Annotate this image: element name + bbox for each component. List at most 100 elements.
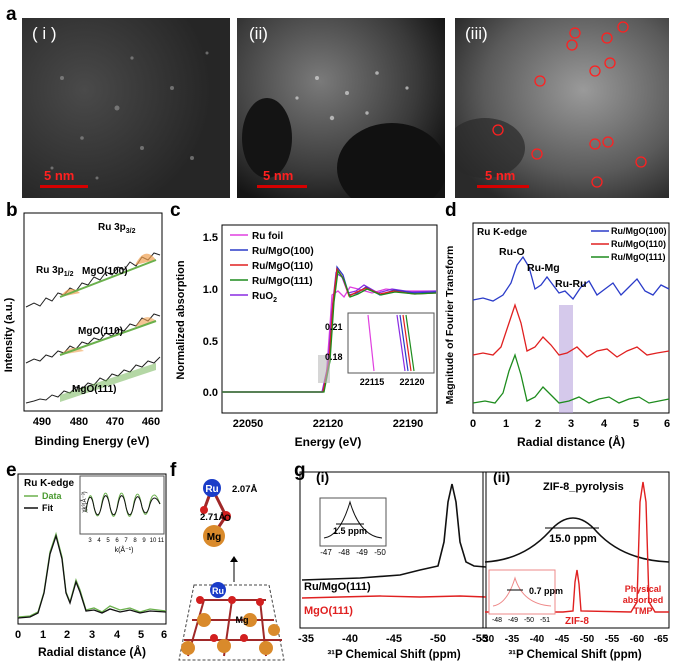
stem-texture-i	[50, 51, 209, 180]
panel-c-xtick: 22120	[313, 418, 344, 430]
inset-g-i-xtick: -47	[320, 548, 332, 557]
atom-label-mg: Mg	[207, 532, 221, 543]
inset-g-i-width: 1.5 ppm	[333, 526, 367, 536]
panel-d-title: Ru K-edge	[477, 227, 527, 238]
scale-bar-ii	[257, 185, 307, 188]
inset-e-xtick: 11	[158, 538, 165, 544]
panel-b-xps: Intensity (a.u.) Ru 3p3/2 Ru 3p1/2 MgO(1…	[3, 212, 163, 448]
panel-g-ii-xtick: -45	[555, 634, 570, 645]
panel-g-ii-xtick: -60	[630, 634, 645, 645]
panel-g-i-label: (i)	[316, 469, 329, 485]
panel-e-xlabel: Radial distance (Å)	[38, 644, 146, 659]
legend-d-111: Ru/MgO(111)	[611, 252, 666, 262]
trace-label-mgo111-red: MgO(111)	[304, 605, 353, 617]
panel-e-xtick: 0	[15, 629, 21, 641]
panel-f-model: Ru O Mg 2.07Å 2.71Å Ru Mg	[178, 479, 285, 661]
panel-c-ylabel: Normalized absorption	[175, 260, 187, 379]
panel-g-ii-xtick: -40	[530, 634, 545, 645]
panel-b-xlabel: Binding Energy (eV)	[35, 434, 150, 448]
panel-label-e: e	[6, 460, 17, 481]
stem-image-ii: (ii) 5 nm	[237, 18, 445, 198]
atom-o-top	[221, 511, 231, 521]
scale-bar-iii	[477, 185, 529, 188]
inset-e-xtick: 7	[124, 538, 128, 544]
inset-g-i-xtick: -48	[338, 548, 350, 557]
label-zif8: ZIF-8	[565, 616, 589, 627]
panel-c-xtick: 22190	[393, 418, 424, 430]
inset-g-ii-width: 0.7 ppm	[529, 586, 563, 596]
panel-g-ii-xtick: -55	[605, 634, 620, 645]
atom-label-ru-lattice: Ru	[212, 586, 224, 596]
label-absorbed: absorbed	[623, 595, 664, 605]
panel-label-d: d	[445, 200, 457, 221]
stem-red-circles	[455, 21, 647, 188]
inset-c-xtick: 22120	[399, 377, 424, 387]
peak-label-3p32: Ru 3p3/2	[98, 222, 136, 235]
panel-d-xlabel: Radial distance (Å)	[517, 434, 625, 449]
panel-e-title: Ru K-edge	[24, 478, 74, 489]
inset-e-xtick: 5	[106, 538, 110, 544]
inset-c-ytick: 0.18	[325, 352, 343, 362]
atom-label-mg-lattice: Mg	[236, 615, 249, 625]
inset-e-xtick: 3	[88, 538, 92, 544]
panel-d-xtick: 0	[470, 418, 476, 430]
panel-b-xtick: 490	[33, 416, 51, 428]
legend-e-data: Data	[42, 491, 63, 501]
stem-image-iii: (iii) 5 nm	[455, 18, 669, 198]
panel-g-i-xtick: -40	[342, 633, 358, 645]
legend-ru-foil: Ru foil	[252, 231, 283, 242]
atom-label-ru: Ru	[205, 484, 218, 495]
panel-g-ii-xtick: -35	[505, 634, 520, 645]
panel-e-fit: Ru K-edge Data Fit χk³(Å⁻³) 3 4 5 6 7 8 …	[15, 473, 167, 659]
inset-e-xlabel: k(Å⁻¹)	[115, 545, 134, 554]
stem-label-i: ( i )	[32, 24, 57, 43]
legend-ru-mgo111: Ru/MgO(111)	[252, 276, 313, 287]
inset-e-ylabel: χk³(Å⁻³)	[81, 491, 88, 512]
trace-label-mgo100: MgO(100)	[82, 266, 128, 277]
panel-d-xtick: 1	[503, 418, 509, 430]
legend-e-fit: Fit	[42, 503, 53, 513]
panel-e-xtick: 4	[114, 629, 121, 641]
scale-bar-i	[40, 185, 88, 188]
panel-d-xtick: 5	[633, 418, 639, 430]
panel-g-i-xtick: -55	[472, 633, 488, 645]
panel-g-i-xtick: -35	[298, 633, 314, 645]
trace-label-mgo110: MgO(110)	[78, 326, 123, 337]
panel-b-xtick: 480	[70, 416, 88, 428]
atom-mg-top	[203, 525, 225, 547]
panel-g-ii-nmr: (ii) ZIF-8_pyrolysis 15.0 ppm 0.7 ppm -4…	[480, 469, 670, 661]
panel-d-xtick: 6	[664, 418, 670, 430]
legend-d-110: Ru/MgO(110)	[611, 239, 666, 249]
distance-2-71: 2.71Å	[200, 512, 225, 523]
panel-b-xtick: 460	[142, 416, 160, 428]
panel-d-xtick: 4	[601, 418, 608, 430]
panel-d-xtick: 3	[568, 418, 574, 430]
panel-d-ylabel: Magnitude of Fourier Transform	[444, 246, 456, 405]
panel-g-ii-xtick: -50	[580, 634, 595, 645]
inset-g-ii-xtick: -50	[524, 617, 534, 624]
legend-ru-mgo110: Ru/MgO(110)	[252, 261, 313, 272]
stem-label-iii: (iii)	[465, 24, 488, 43]
inset-g-i-xtick: -50	[374, 548, 386, 557]
panel-d-xtick: 2	[535, 418, 541, 430]
panel-label-b: b	[6, 200, 18, 221]
panel-g-ii-label: (ii)	[493, 469, 510, 485]
panel-e-xtick: 5	[138, 629, 144, 641]
stem-label-ii: (ii)	[249, 24, 268, 43]
panel-c-ytick: 1.5	[203, 232, 218, 244]
panel-g-ii-xtick: -30	[480, 634, 495, 645]
legend-ruo2: RuO2	[252, 291, 277, 304]
panel-label-f: f	[170, 460, 177, 481]
inset-g-i-xtick: -49	[356, 548, 368, 557]
inset-g-ii-xtick: -48	[492, 617, 502, 624]
scale-text-iii: 5 nm	[485, 168, 516, 183]
inset-e-xtick: 4	[97, 538, 101, 544]
panel-b-ylabel: Intensity (a.u.)	[3, 297, 15, 372]
inset-g-ii-xtick: -51	[540, 617, 550, 624]
inset-e-xtick: 9	[142, 538, 146, 544]
panel-e-xtick: 6	[161, 629, 167, 641]
annot-ru-o: Ru-O	[499, 246, 525, 258]
panel-label-g: g	[294, 460, 306, 481]
inset-g-ii-xtick: -49	[508, 617, 518, 624]
legend-d-100: Ru/MgO(100)	[611, 226, 667, 236]
